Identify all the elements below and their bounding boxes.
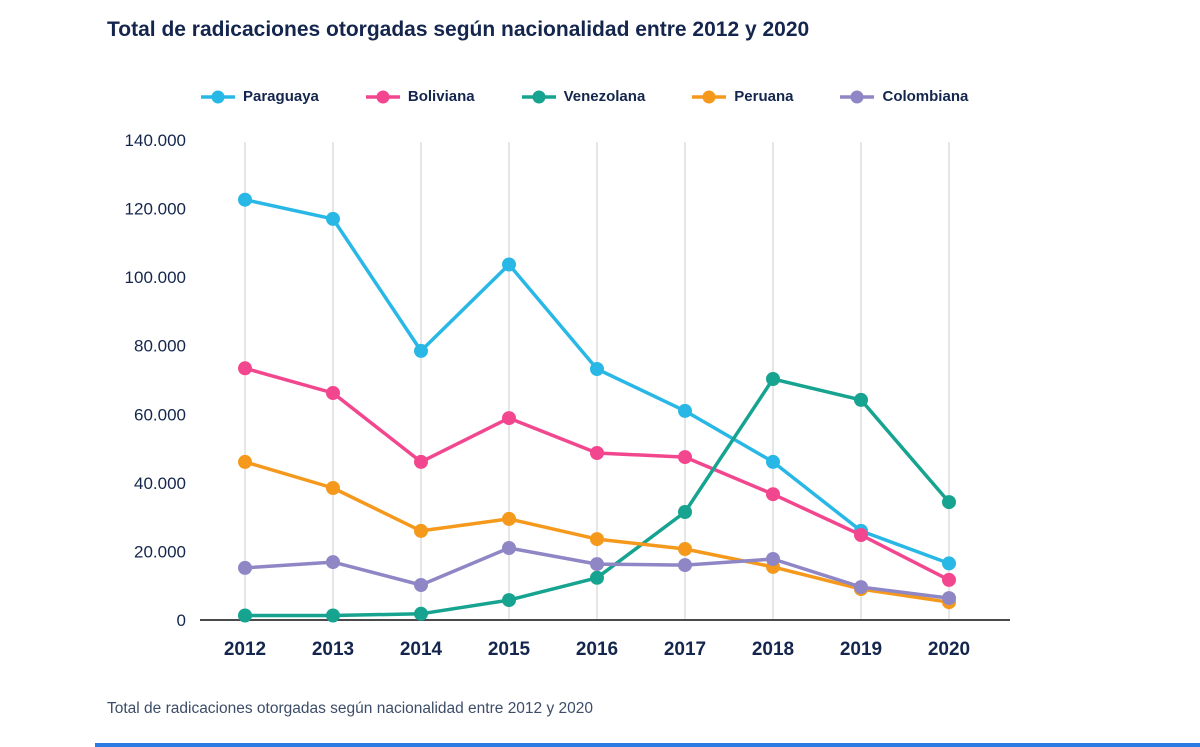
data-point-boliviana bbox=[766, 487, 780, 502]
x-tick-label: 2014 bbox=[400, 639, 443, 660]
data-point-paraguaya bbox=[326, 211, 340, 226]
data-point-colombiana bbox=[766, 552, 780, 566]
y-tick-label: 120.000 bbox=[125, 200, 186, 219]
legend-item-boliviana: Boliviana bbox=[365, 88, 475, 105]
x-tick-label: 2020 bbox=[928, 639, 970, 660]
data-point-colombiana bbox=[502, 541, 516, 555]
data-point-venezolana bbox=[854, 392, 868, 407]
legend-marker-icon bbox=[201, 90, 235, 103]
data-point-colombiana bbox=[678, 558, 692, 573]
legend-item-peruana: Peruana bbox=[691, 88, 793, 105]
legend-item-colombiana: Colombiana bbox=[839, 88, 968, 105]
data-point-paraguaya bbox=[502, 257, 516, 272]
legend-item-venezolana: Venezolana bbox=[521, 88, 646, 105]
x-tick-label: 2013 bbox=[312, 639, 354, 660]
y-tick-label: 80.000 bbox=[134, 337, 186, 356]
x-tick-label: 2016 bbox=[576, 639, 618, 660]
line-chart: 0 20.000 40.000 60.000 80.000 100.000 120.000 1… bbox=[125, 131, 1010, 660]
data-point-paraguaya bbox=[414, 343, 428, 358]
y-tick-label: 60.000 bbox=[134, 405, 186, 424]
data-point-paraguaya bbox=[766, 454, 780, 469]
data-point-boliviana bbox=[942, 572, 956, 587]
chart-legend: Paraguaya Boliviana Venezolana Peruana Colom… bbox=[200, 88, 968, 105]
data-point-boliviana bbox=[590, 446, 604, 460]
data-point-peruana bbox=[326, 481, 340, 495]
data-point-boliviana bbox=[854, 528, 868, 542]
data-point-boliviana bbox=[326, 386, 340, 400]
chart-title: Total de radicaciones otorgadas según na… bbox=[107, 18, 810, 41]
legend-marker-icon bbox=[840, 90, 875, 103]
x-tick-label: 2018 bbox=[752, 639, 794, 660]
y-tick-label: 0 bbox=[177, 611, 186, 630]
data-point-boliviana bbox=[678, 450, 692, 465]
data-point-peruana bbox=[238, 454, 252, 469]
data-point-venezolana bbox=[502, 593, 516, 608]
data-point-paraguaya bbox=[678, 403, 692, 418]
data-point-peruana bbox=[678, 542, 692, 556]
data-point-peruana bbox=[414, 523, 428, 538]
y-tick-label: 140.000 bbox=[125, 131, 186, 150]
chart-caption: Total de radicaciones otorgadas según na… bbox=[107, 700, 594, 717]
legend-label: Colombiana bbox=[882, 88, 969, 105]
data-point-colombiana bbox=[326, 555, 340, 570]
data-point-venezolana bbox=[766, 372, 780, 386]
y-tick-label: 40.000 bbox=[134, 474, 186, 493]
data-point-paraguaya bbox=[590, 362, 604, 376]
legend-label: Paraguaya bbox=[243, 88, 319, 105]
legend-label: Peruana bbox=[734, 88, 794, 105]
data-point-peruana bbox=[502, 511, 516, 526]
data-point-boliviana bbox=[238, 361, 252, 376]
legend-marker-icon bbox=[692, 90, 727, 103]
data-point-paraguaya bbox=[942, 556, 956, 571]
data-point-venezolana bbox=[238, 608, 252, 623]
legend-item-paraguaya: Paraguaya bbox=[200, 88, 319, 105]
data-point-venezolana bbox=[326, 608, 340, 623]
data-point-venezolana bbox=[942, 495, 956, 510]
x-tick-label: 2019 bbox=[840, 639, 882, 660]
data-point-colombiana bbox=[942, 591, 956, 606]
data-point-peruana bbox=[590, 532, 604, 547]
data-point-colombiana bbox=[414, 578, 428, 592]
data-point-colombiana bbox=[590, 557, 604, 572]
data-point-venezolana bbox=[414, 606, 428, 621]
legend-marker-icon bbox=[365, 90, 400, 103]
x-tick-label: 2015 bbox=[488, 639, 531, 660]
x-tick-label: 2017 bbox=[664, 639, 706, 660]
data-point-paraguaya bbox=[238, 192, 252, 207]
data-point-venezolana bbox=[678, 505, 692, 519]
data-point-colombiana bbox=[238, 560, 252, 575]
legend-label: Boliviana bbox=[407, 88, 475, 105]
data-point-colombiana bbox=[854, 580, 868, 595]
y-tick-label: 20.000 bbox=[134, 542, 186, 561]
bottom-divider bbox=[95, 743, 1200, 747]
x-tick-label: 2012 bbox=[224, 639, 266, 660]
data-point-boliviana bbox=[414, 454, 428, 469]
legend-label: Venezolana bbox=[563, 88, 646, 105]
legend-marker-icon bbox=[521, 90, 556, 103]
y-tick-label: 100.000 bbox=[125, 268, 186, 287]
data-point-boliviana bbox=[502, 411, 516, 426]
data-point-venezolana bbox=[590, 570, 604, 585]
